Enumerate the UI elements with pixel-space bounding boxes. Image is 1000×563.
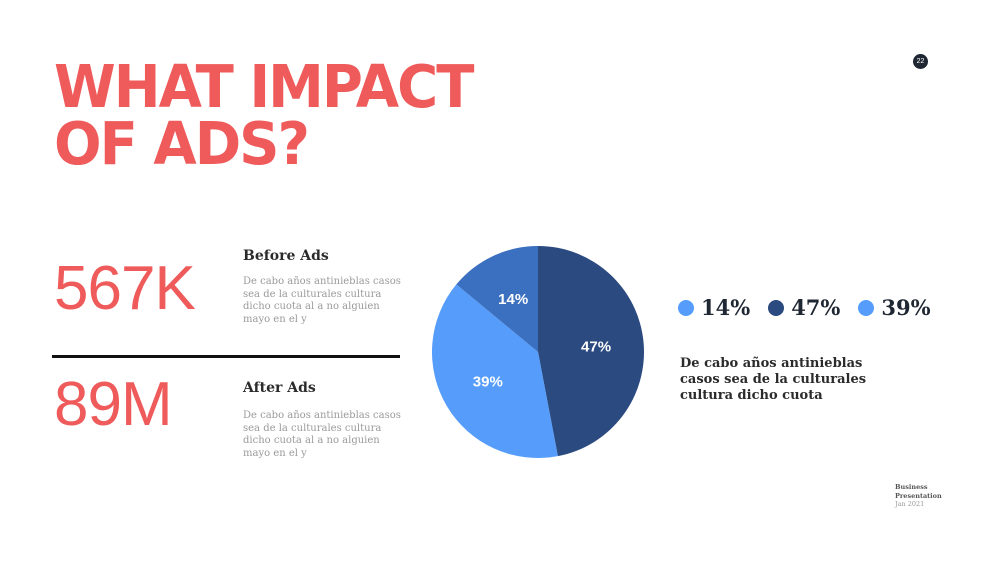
legend-label: 14% bbox=[701, 295, 751, 320]
title-line-2: OF ADS? bbox=[54, 110, 310, 179]
legend-item: 47% bbox=[768, 295, 840, 320]
pie-slice bbox=[432, 284, 558, 458]
legend-item: 14% bbox=[678, 295, 750, 320]
legend-dot bbox=[678, 299, 694, 316]
legend-dot bbox=[858, 299, 875, 316]
after-ads-heading: After Ads bbox=[243, 380, 316, 396]
chart-legend: 14% 47% 39% bbox=[678, 295, 949, 320]
footer-line-2: Presentation bbox=[895, 491, 942, 500]
pie-chart: 47% 39% 14% bbox=[432, 246, 644, 458]
slide-title: WHAT IMPACT OF ADS? bbox=[54, 53, 474, 179]
pie-slice bbox=[456, 246, 538, 352]
title-line-1: WHAT IMPACT bbox=[54, 53, 474, 122]
before-ads-heading: Before Ads bbox=[243, 248, 329, 264]
stats-divider bbox=[52, 355, 400, 358]
legend-dot bbox=[768, 299, 785, 316]
pie-slice-label: 47% bbox=[581, 339, 611, 356]
legend-label: 39% bbox=[881, 295, 931, 320]
chart-description: De cabo años antinieblas casos sea de la… bbox=[680, 356, 867, 403]
pie-slice-label: 39% bbox=[473, 374, 503, 391]
after-ads-description: De cabo años antinieblas casos sea de la… bbox=[243, 410, 401, 459]
legend-item: 39% bbox=[858, 295, 931, 320]
page-number-badge: 22 bbox=[913, 54, 928, 69]
after-ads-value: 89M bbox=[54, 370, 173, 439]
footer-date: Jan 2021 bbox=[895, 500, 925, 508]
pie-slice-label: 14% bbox=[498, 291, 528, 308]
before-ads-description: De cabo años antinieblas casos sea de la… bbox=[243, 276, 401, 325]
footer-line-1: Business bbox=[895, 483, 928, 491]
footer-brand: Business Presentation Jan 2021 bbox=[895, 483, 942, 509]
legend-label: 47% bbox=[791, 295, 841, 320]
pie-slice bbox=[538, 246, 644, 457]
before-ads-value: 567K bbox=[54, 254, 196, 323]
